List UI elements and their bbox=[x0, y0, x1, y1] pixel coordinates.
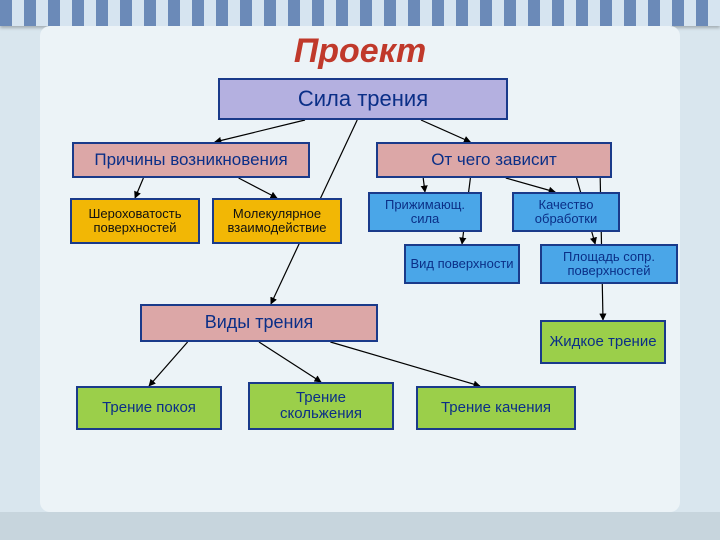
node-press: Прижимающ. сила bbox=[368, 192, 482, 232]
bottom-band bbox=[0, 512, 720, 540]
node-depends: От чего зависит bbox=[376, 142, 612, 178]
node-surface: Вид поверхности bbox=[404, 244, 520, 284]
node-types: Виды трения bbox=[140, 304, 378, 342]
node-rest: Трение покоя bbox=[76, 386, 222, 430]
slide-title: Проект bbox=[0, 32, 720, 71]
node-causes: Причины возникновения bbox=[72, 142, 310, 178]
spiral-binding bbox=[0, 0, 720, 26]
node-molec: Молекулярное взаимодействие bbox=[212, 198, 342, 244]
node-roll: Трение качения bbox=[416, 386, 576, 430]
node-rough: Шероховатость поверхностей bbox=[70, 198, 200, 244]
node-quality: Качество обработки bbox=[512, 192, 620, 232]
node-area: Площадь сопр. поверхностей bbox=[540, 244, 678, 284]
node-slide: Трение скольжения bbox=[248, 382, 394, 430]
node-root: Сила трения bbox=[218, 78, 508, 120]
node-liquid: Жидкое трение bbox=[540, 320, 666, 364]
page: Проект Сила трения Причины возникновения О… bbox=[0, 26, 720, 540]
